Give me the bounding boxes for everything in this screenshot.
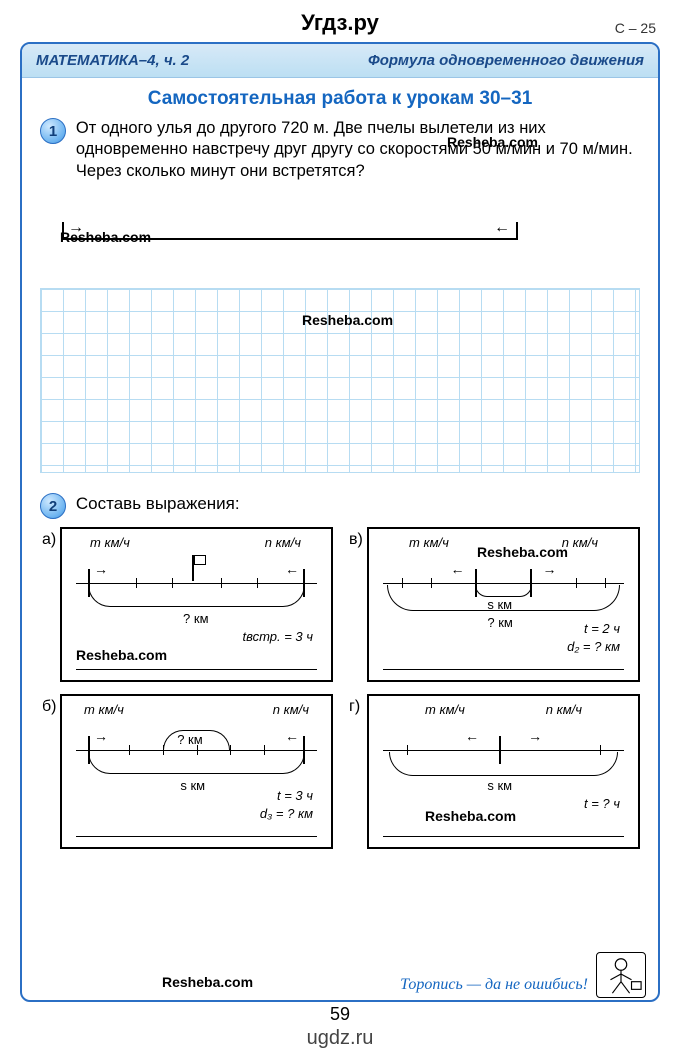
expr-v-answer-line <box>383 669 624 670</box>
expr-b-s: s км <box>180 778 205 793</box>
header-bar: МАТЕМАТИКА–4, ч. 2 Формула одновременног… <box>22 44 658 78</box>
expr-a-q: ? км <box>183 611 208 626</box>
expr-g-letter: г) <box>349 698 360 716</box>
task-1-text: От одного улья до другого 720 м. Две пче… <box>76 118 636 182</box>
watermark: Resheba.com <box>425 808 516 824</box>
work-title: Самостоятельная работа к урокам 30–31 <box>22 78 658 112</box>
task-1: 1 От одного улья до другого 720 м. Две п… <box>22 112 658 182</box>
task-1-badge: 1 <box>40 118 66 144</box>
expr-g-m2: m км/ч <box>425 702 465 717</box>
expr-b-numberline: → ? км ← <box>76 750 317 751</box>
expr-v-t: t = 2 ч <box>584 621 620 636</box>
expr-a-letter: а) <box>42 531 56 549</box>
expr-b-t: t = 3 ч <box>277 788 313 803</box>
expr-g-n: n км/ч <box>546 702 582 717</box>
expr-a-numberline: → ← <box>76 583 317 584</box>
expr-v-q: ? км <box>487 615 512 630</box>
expr-v-s: s км <box>487 597 512 612</box>
expr-g: г) m км/ч n км/ч ← → s км t = ? ч Resheb… <box>367 694 640 849</box>
expr-v-letter: в) <box>349 531 363 549</box>
mascot-icon <box>596 952 646 998</box>
expr-b-n: n км/ч <box>273 702 309 717</box>
expr-g-numberline: ← → <box>383 750 624 751</box>
watermark: Resheba.com <box>76 647 167 663</box>
header-right: Формула одновременного движения <box>368 52 644 69</box>
expr-v: в) m км/ч n км/ч ← → s км ? км t = <box>367 527 640 682</box>
expr-b: б) m км/ч n км/ч → ? км ← s к <box>60 694 333 849</box>
expr-a-answer-line <box>76 669 317 670</box>
expr-a-m: m км/ч <box>90 535 130 550</box>
expr-v-m: m км/ч <box>409 535 449 550</box>
expressions-grid: а) m км/ч n км/ч → ← ? км tвстр. = 3 ч <box>22 519 658 849</box>
task1-line-diagram: → ← <box>62 222 638 258</box>
expr-v-numberline: ← → <box>383 583 624 584</box>
expr-a: а) m км/ч n км/ч → ← ? км tвстр. = 3 ч <box>60 527 333 682</box>
watermark: Resheba.com <box>162 974 253 990</box>
expr-v-n: n км/ч <box>562 535 598 550</box>
expr-b-m: m км/ч <box>84 702 124 717</box>
expr-a-n: n км/ч <box>265 535 301 550</box>
site-bottom-label: ugdz.ru <box>0 1025 680 1050</box>
expr-g-t: t = ? ч <box>584 796 620 811</box>
expr-b-q: ? км <box>177 732 202 747</box>
site-top-label: Угдз.ру <box>0 0 680 42</box>
task-2: 2 Составь выражения: <box>22 487 658 519</box>
page-number: 59 <box>0 1002 680 1025</box>
expr-b-d: d₃ = ? км <box>260 806 313 821</box>
expr-a-t: tвстр. = 3 ч <box>242 629 313 644</box>
footer-message: Торопись — да не ошибись! <box>400 976 588 994</box>
expr-b-letter: б) <box>42 698 57 716</box>
task-2-badge: 2 <box>40 493 66 519</box>
corner-label: С – 25 <box>615 20 656 36</box>
watermark: Resheba.com <box>302 312 393 328</box>
page-frame: МАТЕМАТИКА–4, ч. 2 Формула одновременног… <box>20 42 660 1002</box>
task-2-text: Составь выражения: <box>76 493 636 515</box>
expr-b-answer-line <box>76 836 317 837</box>
expr-g-s: s км <box>487 778 512 793</box>
header-left: МАТЕМАТИКА–4, ч. 2 <box>36 52 189 69</box>
expr-v-d: d₂ = ? км <box>567 639 620 654</box>
expr-g-answer-line <box>383 836 624 837</box>
